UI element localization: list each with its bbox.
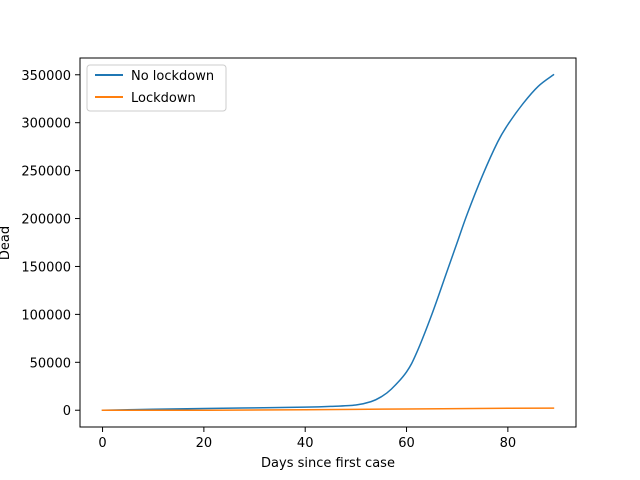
y-tick-label: 350000 — [21, 69, 71, 84]
series-line-lockdown — [101, 407, 555, 412]
x-tick-label: 0 — [98, 436, 106, 451]
y-tick-label: 100000 — [21, 308, 71, 323]
x-tick-label: 80 — [500, 436, 517, 451]
x-axis-label: Days since first case — [261, 456, 395, 471]
y-axis-ticks: 0 50000 100000 150000 200000 250000 300000 3500… — [21, 69, 80, 419]
legend: No lockdown Lockdown — [86, 64, 227, 112]
series-line-no-lockdown — [101, 73, 555, 411]
x-tick-label: 40 — [297, 436, 314, 451]
plot-frame — [79, 57, 577, 428]
series-layer — [101, 73, 555, 412]
legend-label-no-lockdown: No lockdown — [131, 69, 214, 84]
x-tick-label: 20 — [196, 436, 213, 451]
y-tick-label: 50000 — [30, 356, 71, 371]
y-axis-label: Dead — [0, 226, 13, 260]
y-tick-label: 250000 — [21, 165, 71, 180]
y-tick-label: 200000 — [21, 213, 71, 228]
y-tick-label: 0 — [63, 404, 71, 419]
x-tick-label: 60 — [398, 436, 415, 451]
plot-area — [80, 58, 576, 427]
legend-box — [86, 64, 227, 112]
legend-label-lockdown: Lockdown — [131, 91, 196, 106]
y-tick-label: 150000 — [21, 260, 71, 275]
y-tick-label: 300000 — [21, 117, 71, 132]
x-axis-ticks: 0 20 40 60 80 — [98, 427, 516, 451]
